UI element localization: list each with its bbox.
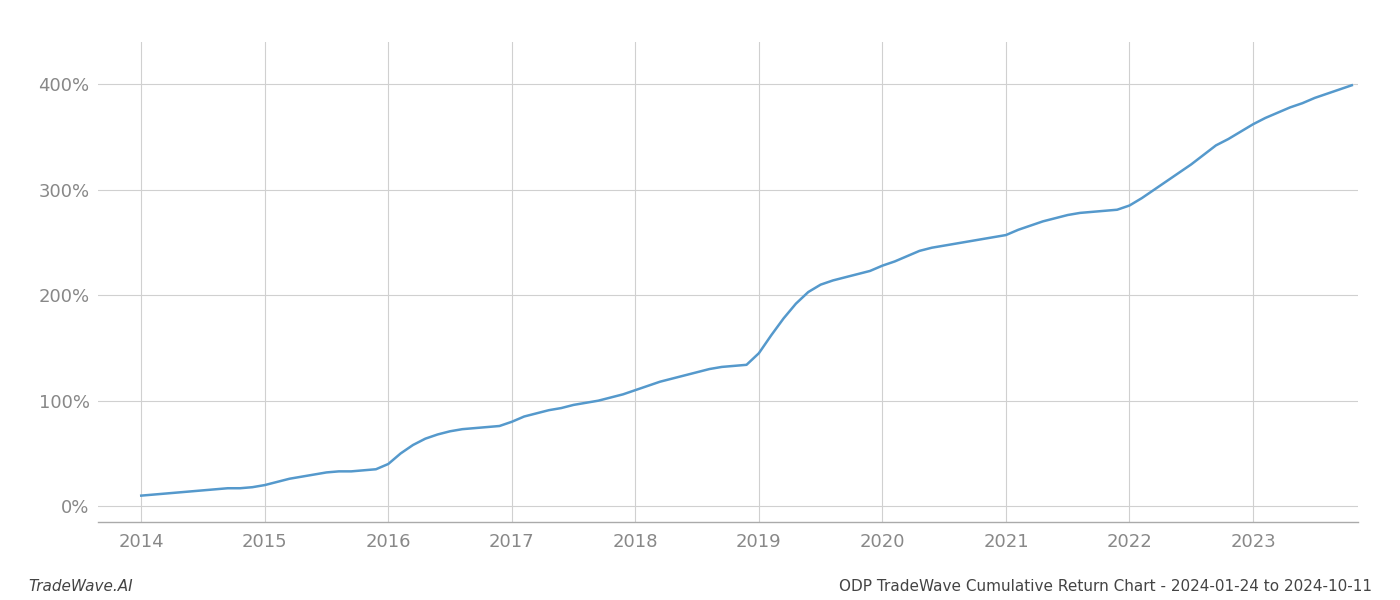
Text: TradeWave.AI: TradeWave.AI: [28, 579, 133, 594]
Text: ODP TradeWave Cumulative Return Chart - 2024-01-24 to 2024-10-11: ODP TradeWave Cumulative Return Chart - …: [839, 579, 1372, 594]
